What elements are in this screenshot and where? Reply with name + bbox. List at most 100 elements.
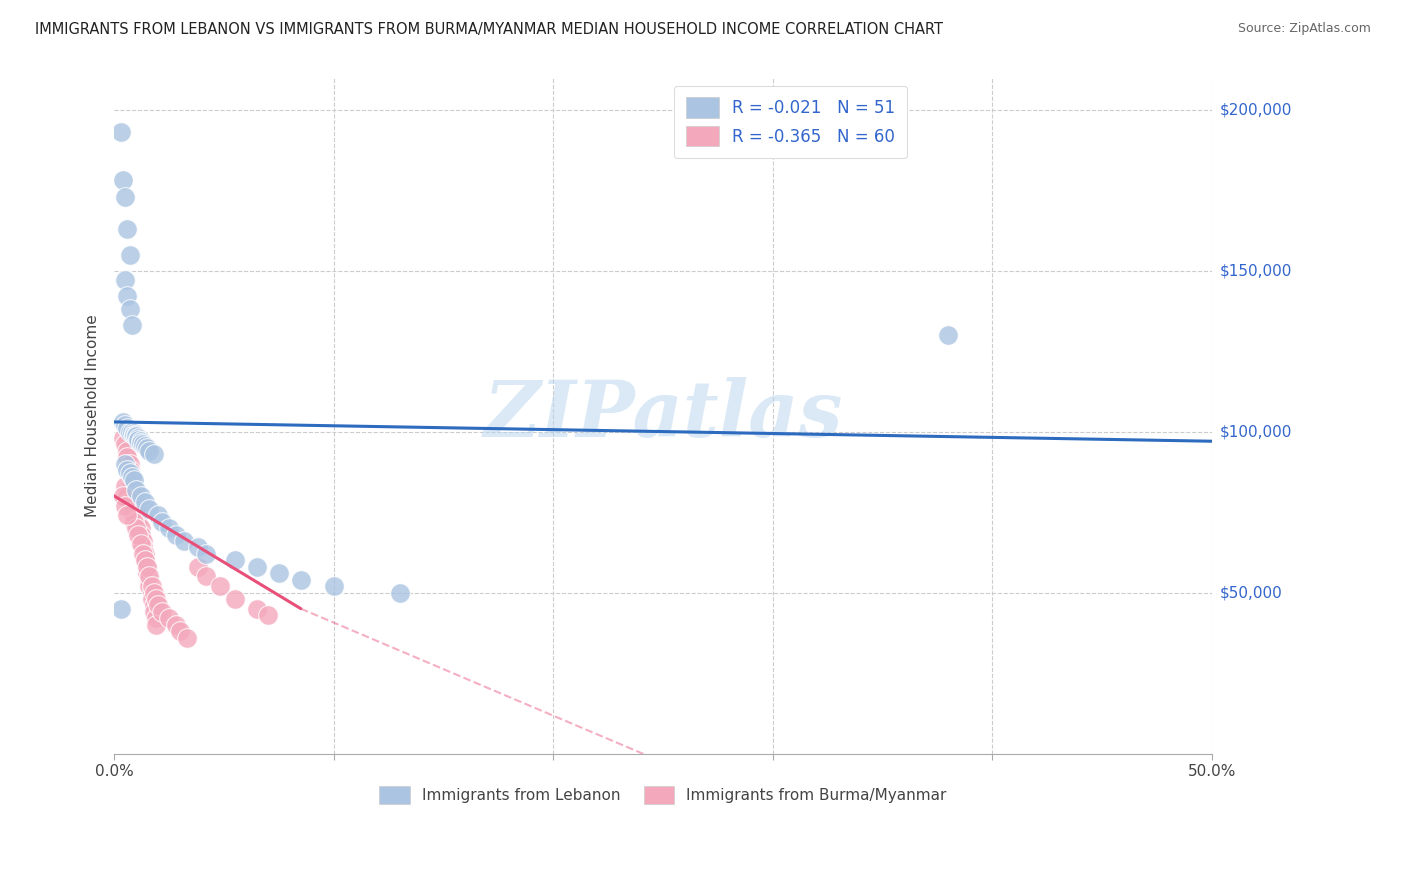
- Point: [121, 476, 143, 491]
- Point: [157, 521, 180, 535]
- Point: [141, 585, 163, 599]
- Point: [195, 569, 218, 583]
- Point: [142, 585, 165, 599]
- Point: [267, 566, 290, 581]
- Point: [138, 569, 160, 583]
- Point: [117, 443, 139, 458]
- Point: [173, 534, 195, 549]
- Point: [169, 624, 191, 639]
- Point: [134, 553, 156, 567]
- Point: [125, 521, 148, 535]
- Point: [111, 173, 134, 187]
- Point: [114, 437, 136, 451]
- Point: [938, 328, 960, 343]
- Point: [257, 608, 280, 623]
- Point: [129, 435, 152, 450]
- Point: [129, 521, 152, 535]
- Point: [125, 501, 148, 516]
- Point: [125, 495, 148, 509]
- Point: [127, 431, 149, 445]
- Point: [117, 489, 139, 503]
- Point: [142, 599, 165, 613]
- Point: [165, 617, 187, 632]
- Point: [122, 515, 145, 529]
- Point: [114, 418, 136, 433]
- Point: [136, 559, 159, 574]
- Point: [118, 495, 141, 509]
- Point: [246, 559, 269, 574]
- Point: [195, 547, 218, 561]
- Point: [117, 421, 139, 435]
- Point: [132, 437, 155, 451]
- Point: [114, 457, 136, 471]
- Legend: Immigrants from Lebanon, Immigrants from Burma/Myanmar: Immigrants from Lebanon, Immigrants from…: [370, 777, 956, 814]
- Point: [117, 463, 139, 477]
- Point: [322, 579, 344, 593]
- Point: [122, 426, 145, 441]
- Point: [138, 573, 160, 587]
- Point: [122, 427, 145, 442]
- Point: [122, 473, 145, 487]
- Point: [125, 483, 148, 497]
- Point: [122, 489, 145, 503]
- Point: [127, 515, 149, 529]
- Point: [117, 221, 139, 235]
- Point: [146, 508, 169, 523]
- Point: [136, 441, 159, 455]
- Point: [224, 592, 246, 607]
- Point: [121, 469, 143, 483]
- Point: [117, 450, 139, 465]
- Point: [152, 515, 174, 529]
- Point: [176, 631, 198, 645]
- Point: [208, 579, 231, 593]
- Point: [138, 501, 160, 516]
- Text: ZIPatlas: ZIPatlas: [484, 377, 842, 454]
- Point: [125, 427, 148, 442]
- Point: [118, 467, 141, 481]
- Point: [141, 592, 163, 607]
- Text: $50,000: $50,000: [1220, 585, 1282, 600]
- Point: [117, 508, 139, 523]
- Text: $150,000: $150,000: [1220, 263, 1292, 278]
- Point: [129, 489, 152, 503]
- Point: [118, 302, 141, 317]
- Point: [110, 601, 132, 615]
- Point: [114, 273, 136, 287]
- Point: [111, 489, 134, 503]
- Point: [111, 431, 134, 445]
- Point: [187, 559, 209, 574]
- Point: [157, 611, 180, 625]
- Point: [152, 605, 174, 619]
- Point: [129, 434, 152, 449]
- Point: [121, 425, 143, 439]
- Point: [388, 585, 411, 599]
- Point: [146, 599, 169, 613]
- Point: [121, 505, 143, 519]
- Point: [142, 447, 165, 461]
- Point: [127, 433, 149, 447]
- Point: [138, 579, 160, 593]
- Point: [122, 483, 145, 497]
- Point: [187, 541, 209, 555]
- Point: [165, 527, 187, 541]
- Point: [138, 443, 160, 458]
- Point: [142, 605, 165, 619]
- Point: [136, 566, 159, 581]
- Point: [224, 553, 246, 567]
- Point: [125, 429, 148, 443]
- Point: [134, 547, 156, 561]
- Point: [134, 495, 156, 509]
- Point: [111, 415, 134, 429]
- Point: [141, 579, 163, 593]
- Point: [129, 537, 152, 551]
- Text: Source: ZipAtlas.com: Source: ZipAtlas.com: [1237, 22, 1371, 36]
- Point: [121, 318, 143, 333]
- Point: [114, 479, 136, 493]
- Point: [145, 611, 167, 625]
- Text: IMMIGRANTS FROM LEBANON VS IMMIGRANTS FROM BURMA/MYANMAR MEDIAN HOUSEHOLD INCOME: IMMIGRANTS FROM LEBANON VS IMMIGRANTS FR…: [35, 22, 943, 37]
- Point: [132, 547, 155, 561]
- Point: [145, 592, 167, 607]
- Point: [246, 601, 269, 615]
- Y-axis label: Median Household Income: Median Household Income: [86, 314, 100, 516]
- Point: [110, 125, 132, 139]
